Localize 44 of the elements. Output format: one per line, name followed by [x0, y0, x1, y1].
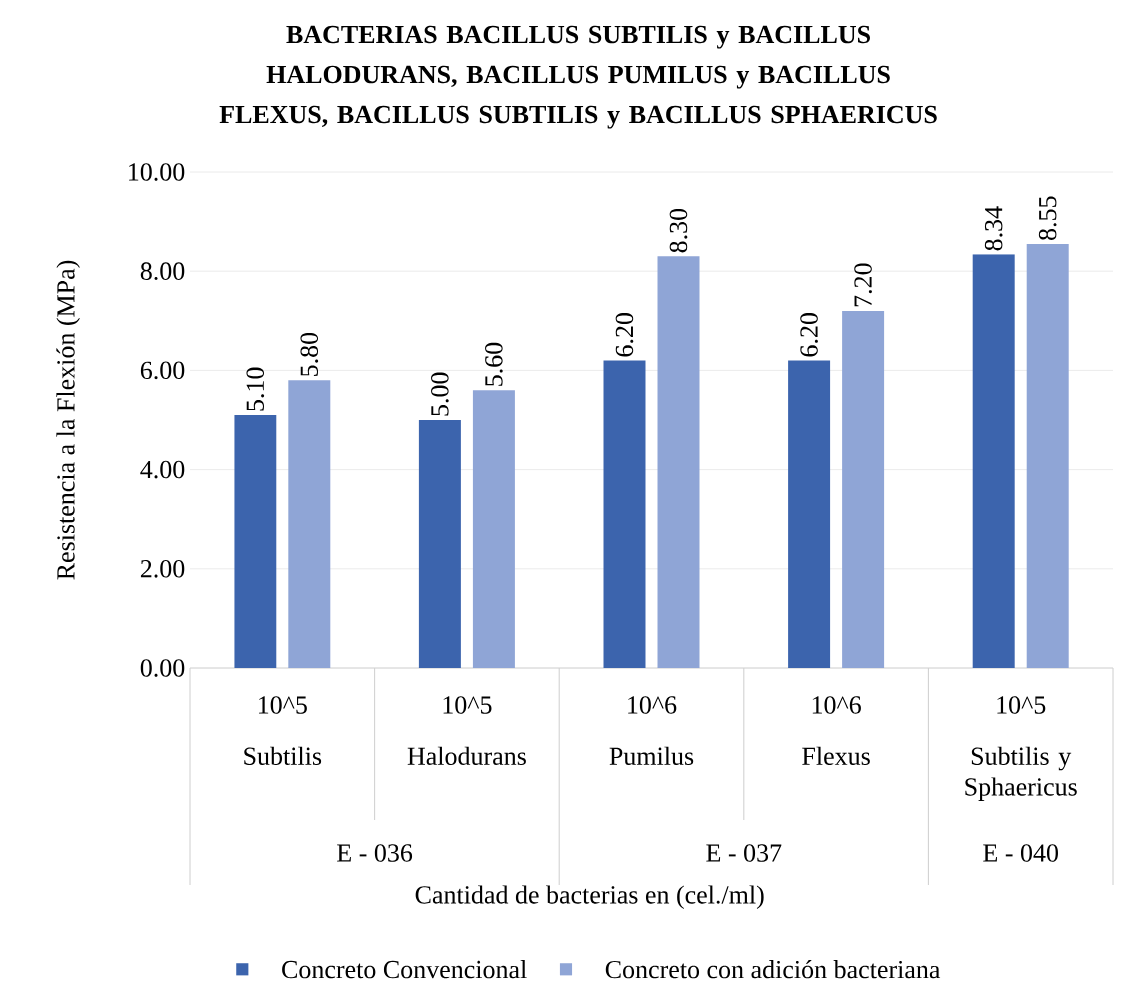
data-label: 8.55: [1038, 196, 1057, 240]
text: E - 040: [983, 844, 1058, 862]
bar: [842, 310, 885, 668]
text: 10^5: [258, 696, 307, 714]
legend-label: Concreto con adición bacteriana: [605, 960, 941, 979]
bar: [418, 420, 461, 668]
data-label: 5.10: [246, 367, 265, 411]
data-label: 6.20: [615, 313, 634, 357]
y-tick-label: 0.00: [140, 659, 185, 677]
x-tick-label: Flexus: [802, 746, 870, 765]
x-tick-label: Subtilis: [244, 746, 322, 765]
bar: [788, 360, 831, 668]
y-tick-label: 10.00: [129, 163, 185, 181]
x-tick-label: Halodurans: [407, 746, 526, 765]
text: 10^5: [443, 696, 492, 714]
y-axis-title: Resistencia a la Flexión (MPa): [56, 260, 80, 580]
data-label: 8.34: [984, 206, 1003, 251]
text: E - 036: [337, 844, 413, 862]
data-label: 8.30: [669, 208, 688, 253]
data-label: 5.00: [431, 372, 449, 416]
y-tick-label: 4.00: [140, 460, 185, 479]
bar: [603, 360, 646, 668]
bar: [288, 380, 331, 668]
text: 10^6: [812, 696, 861, 714]
text: 10^5: [997, 696, 1046, 714]
y-tick-label: 2.00: [140, 559, 185, 578]
y-tick-label: 6.00: [140, 361, 185, 380]
data-label: 7.20: [854, 263, 872, 307]
bar: [972, 254, 1015, 668]
bar: [1026, 243, 1069, 668]
bar: [657, 256, 700, 668]
text: E - 037: [706, 844, 782, 862]
text: 10^6: [628, 696, 677, 714]
x-axis-title: Cantidad de bacterias en (cel./ml): [415, 885, 764, 909]
x-tick-label: Subtilis y Sphaericus: [965, 746, 1077, 801]
data-label: 5.80: [300, 332, 319, 376]
bar: [234, 415, 277, 668]
data-label: 5.60: [485, 342, 503, 386]
x-tick-label: Pumilus: [609, 746, 694, 765]
legend-label: Concreto Convencional: [282, 960, 527, 979]
y-tick-label: 8.00: [140, 262, 185, 281]
bar: [472, 390, 515, 668]
chart-title: BACTERIAS BACILLUS SUBTILIS y BACILLUS HALODURANS, BACILLUS PUMILUS y BACILLUS FLEXUS, BACILLUS SUBTILIS y BACILLUS SPHAERICUS: [219, 25, 937, 129]
data-label: 6.20: [800, 313, 818, 357]
